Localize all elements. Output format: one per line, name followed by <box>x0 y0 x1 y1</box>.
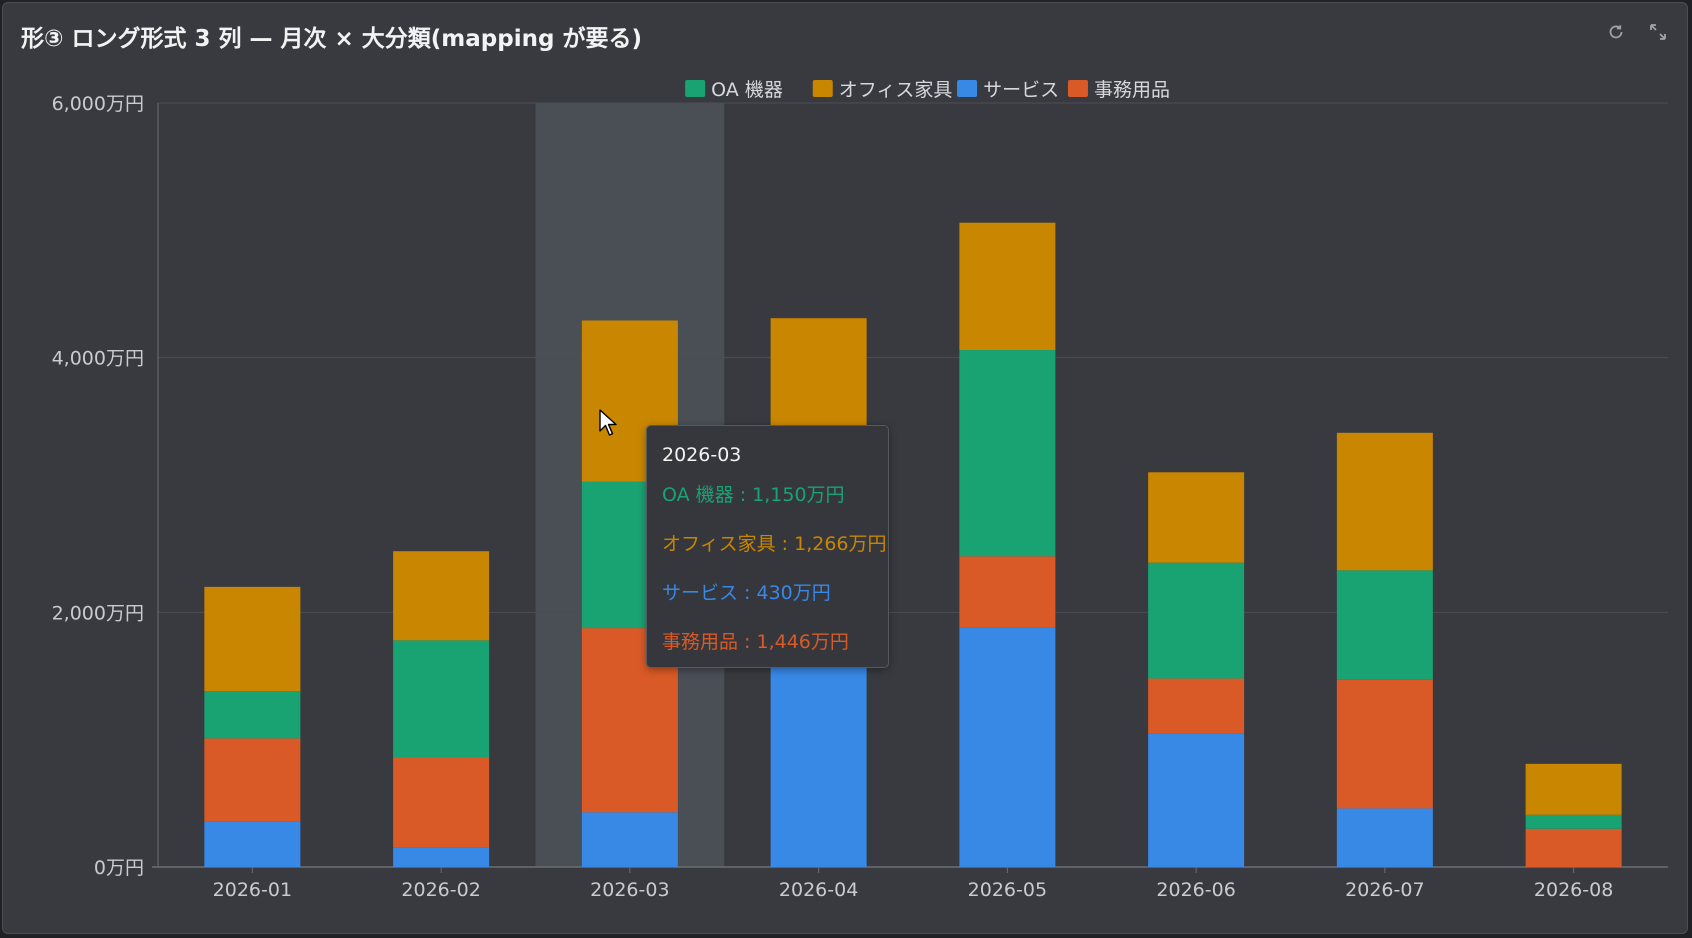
bar-segment <box>204 738 301 822</box>
legend-label: オフィス家具 <box>839 79 953 101</box>
bar-segment <box>581 812 678 867</box>
legend-swatch <box>685 80 706 97</box>
bar-segment <box>1525 828 1622 867</box>
tooltip-row: 事務用品 : 1,446万円 <box>662 631 849 653</box>
bar-segment <box>393 757 490 848</box>
bar-segment <box>1148 733 1245 867</box>
bar-segment <box>1525 763 1622 815</box>
bar-segment <box>1336 808 1433 867</box>
x-tick-label: 2026-02 <box>401 879 480 901</box>
chart-tooltip: 2026-03 OA 機器 : 1,150万円オフィス家具 : 1,266万円サ… <box>646 425 889 668</box>
mouse-cursor-icon <box>599 409 617 436</box>
tooltip-row: OA 機器 : 1,150万円 <box>662 484 845 506</box>
expand-icon[interactable] <box>1647 21 1669 43</box>
bar-segment <box>1148 678 1245 734</box>
refresh-icon[interactable] <box>1605 21 1627 43</box>
y-tick-label: 6,000万円 <box>52 93 144 115</box>
y-tick-label: 2,000万円 <box>52 602 144 624</box>
x-tick-label: 2026-04 <box>779 879 858 901</box>
legend-swatch <box>957 80 978 97</box>
tooltip-row: オフィス家具 : 1,266万円 <box>662 533 887 555</box>
chart-title: 形③ ロング形式 3 列 — 月次 × 大分類(mapping が要る) <box>21 26 642 52</box>
bar-segment <box>1525 814 1622 829</box>
y-tick-label: 4,000万円 <box>52 348 144 370</box>
tooltip-row: サービス : 430万円 <box>662 582 831 604</box>
bar-segment <box>959 222 1056 351</box>
x-tick-label: 2026-07 <box>1345 879 1424 901</box>
legend-swatch <box>1067 80 1088 97</box>
bar-segment <box>204 691 301 739</box>
x-tick-label: 2026-03 <box>590 879 669 901</box>
y-tick-label: 0万円 <box>94 857 144 879</box>
bar-segment <box>204 821 301 867</box>
bar-segment <box>1336 570 1433 680</box>
x-tick-label: 2026-06 <box>1156 879 1235 901</box>
bar-segment <box>770 658 867 867</box>
bar-segment <box>959 350 1056 557</box>
x-tick-label: 2026-05 <box>968 879 1047 901</box>
x-tick-label: 2026-08 <box>1534 879 1613 901</box>
bar-segment <box>393 847 490 867</box>
chart-toolbar <box>1605 21 1669 43</box>
bar-segment <box>1148 472 1245 563</box>
bar-segment <box>1336 432 1433 571</box>
bar-segment <box>1148 562 1245 679</box>
legend-label: OA 機器 <box>711 79 783 101</box>
bar-segment <box>393 640 490 758</box>
tooltip-title: 2026-03 <box>662 444 742 466</box>
legend-label: 事務用品 <box>1094 79 1170 101</box>
bar-segment <box>1336 679 1433 809</box>
legend-swatch <box>812 80 833 97</box>
bar-segment <box>393 551 490 641</box>
bar-segment <box>959 627 1056 867</box>
bar-segment <box>959 556 1056 628</box>
x-tick-label: 2026-01 <box>213 879 292 901</box>
legend-label: サービス <box>983 79 1059 101</box>
bar-segment <box>204 586 301 692</box>
